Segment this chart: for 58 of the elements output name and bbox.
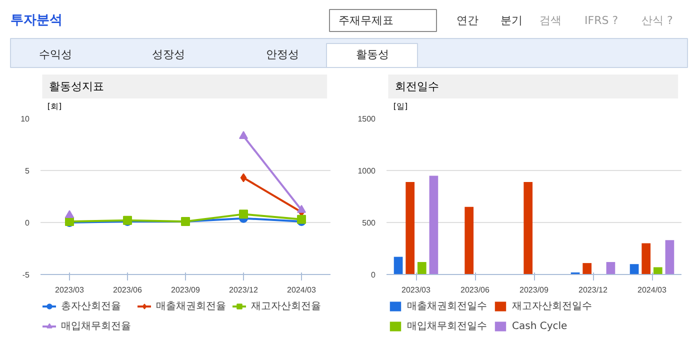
legend-label: 재고자산회전율 — [251, 300, 321, 313]
text: 성장성 — [152, 48, 185, 61]
legend-label: 재고자산회전일수 — [512, 300, 592, 313]
bar — [630, 264, 639, 274]
legend-label: 매입채무회전일수 — [407, 320, 487, 333]
legend-label: 매출채권회전일수 — [407, 300, 487, 313]
legend-label: Cash Cycle — [512, 320, 568, 332]
chart-title: 활동성지표 — [49, 80, 104, 93]
legend-label: 총자산회전율 — [61, 300, 121, 313]
x-tick-label: 2023/03 — [402, 286, 432, 294]
bar — [524, 182, 533, 274]
y-axis-title: [회] — [47, 102, 62, 111]
x-tick-label: 2024/03 — [287, 286, 317, 294]
y-tick-label: -5 — [22, 270, 30, 280]
x-tick-label: 2024/03 — [638, 286, 668, 294]
x-tick-label: 2023/09 — [520, 286, 550, 294]
text: 투자분석 — [10, 13, 62, 28]
x-tick-label: 2023/06 — [460, 286, 490, 294]
point — [65, 210, 74, 218]
bar — [642, 243, 651, 274]
bar — [653, 267, 662, 274]
y-tick-label: 5 — [25, 166, 30, 176]
text: 주재무제표 — [338, 14, 394, 27]
y-tick-label: 500 — [362, 218, 376, 228]
bar — [406, 182, 415, 274]
text: 검색 — [540, 14, 562, 27]
x-tick-label: 2023/12 — [229, 286, 259, 294]
chart-title: 회전일수 — [395, 80, 440, 93]
bar — [582, 263, 592, 274]
bar — [417, 262, 426, 274]
legend-label: 매출채권회전율 — [156, 300, 226, 313]
text: 활동성 — [356, 48, 389, 61]
text: 수익성 — [39, 48, 72, 61]
y-axis-title: [일] — [393, 102, 408, 111]
bar — [665, 240, 674, 274]
point — [240, 173, 247, 182]
text: 산식 ? — [642, 14, 673, 27]
legend-label: 매입채무회전율 — [61, 320, 131, 333]
x-tick-label: 2023/06 — [113, 286, 143, 294]
text: IFRS ? — [584, 14, 618, 27]
y-tick-label: 0 — [25, 218, 30, 228]
point — [297, 204, 306, 213]
bar — [464, 206, 474, 274]
y-tick-label: 10 — [20, 114, 30, 124]
text: 연간 — [456, 14, 478, 27]
bar — [394, 256, 403, 274]
bar — [606, 262, 616, 274]
bar — [429, 176, 438, 274]
x-tick-label: 2023/09 — [171, 286, 201, 294]
point — [239, 210, 248, 219]
y-tick-label: 1000 — [358, 166, 376, 176]
text: 안정성 — [266, 48, 299, 61]
y-tick-label: 1500 — [358, 114, 376, 124]
point — [239, 131, 248, 139]
text: 분기 — [500, 14, 522, 27]
x-tick-label: 2023/03 — [55, 286, 85, 294]
y-tick-label: 0 — [371, 270, 376, 280]
x-tick-label: 2023/12 — [578, 286, 608, 294]
